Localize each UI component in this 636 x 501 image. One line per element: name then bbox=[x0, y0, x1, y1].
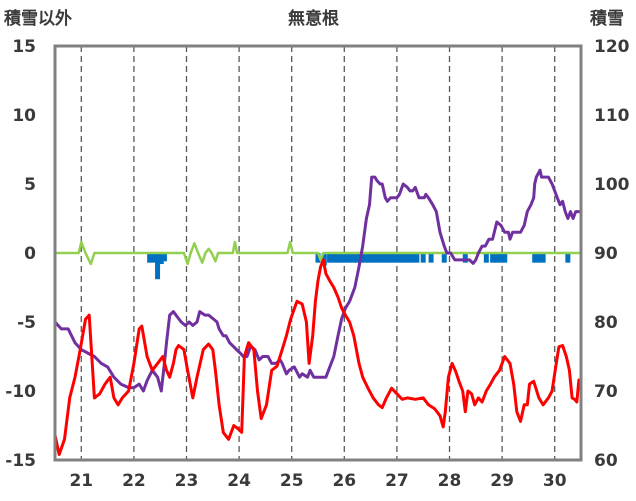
snow-bar bbox=[490, 253, 496, 263]
x-tick-label: 29 bbox=[490, 471, 514, 491]
snow-bar bbox=[374, 253, 380, 263]
snow-bar bbox=[386, 253, 392, 263]
left-tick-label: 10 bbox=[12, 106, 36, 126]
right-tick-label: 60 bbox=[594, 451, 618, 471]
snow-bar bbox=[161, 253, 167, 262]
left-tick-label: -15 bbox=[5, 451, 36, 471]
snow-bar bbox=[351, 253, 357, 263]
snow-bar bbox=[420, 253, 426, 263]
snow-bar bbox=[339, 253, 345, 263]
right-tick-label: 110 bbox=[594, 106, 630, 126]
x-tick-label: 25 bbox=[280, 471, 304, 491]
snow-bar bbox=[335, 253, 341, 263]
snow-bar bbox=[428, 253, 434, 263]
left-axis-title: 積雪以外 bbox=[4, 9, 72, 29]
x-tick-label: 23 bbox=[175, 471, 199, 491]
red-series-line bbox=[53, 258, 581, 456]
x-tick-label: 21 bbox=[69, 471, 93, 491]
plot-frame bbox=[53, 44, 583, 462]
x-tick-label: 27 bbox=[385, 471, 409, 491]
snow-bar bbox=[402, 253, 408, 263]
snow-bar bbox=[462, 253, 468, 263]
x-tick-label: 24 bbox=[227, 471, 251, 491]
snow-bar bbox=[483, 253, 489, 263]
right-axis-title: 積雪 bbox=[590, 9, 624, 29]
purple-series-line bbox=[53, 168, 581, 393]
left-tick-label: 0 bbox=[24, 244, 36, 264]
x-tick-label: 30 bbox=[543, 471, 567, 491]
chart-title: 無意根 bbox=[288, 9, 339, 29]
right-tick-label: 90 bbox=[594, 244, 618, 264]
snow-bar bbox=[532, 253, 538, 263]
snow-bar bbox=[347, 253, 353, 263]
snow-bar bbox=[394, 253, 400, 263]
snow-bar bbox=[410, 253, 416, 263]
snow-bar bbox=[540, 253, 546, 263]
snow-bar bbox=[327, 253, 333, 263]
right-tick-label: 120 bbox=[594, 37, 630, 57]
snow-bar bbox=[362, 253, 368, 263]
snow-bar bbox=[354, 253, 360, 263]
snow-bar bbox=[367, 253, 373, 263]
snow-bar bbox=[414, 253, 420, 263]
right-tick-label: 70 bbox=[594, 382, 618, 402]
left-tick-label: 15 bbox=[12, 37, 36, 57]
snow-bar bbox=[398, 253, 404, 263]
snow-bar bbox=[441, 253, 447, 263]
snow-bar bbox=[370, 253, 376, 263]
x-tick-label: 22 bbox=[122, 471, 146, 491]
left-tick-label: -5 bbox=[17, 313, 36, 333]
snow-bar bbox=[151, 253, 157, 263]
snow-bar bbox=[405, 253, 411, 263]
snow-bar bbox=[390, 253, 396, 263]
x-tick-label: 26 bbox=[332, 471, 356, 491]
snow-bar bbox=[331, 253, 337, 263]
left-tick-label: 5 bbox=[24, 175, 36, 195]
snow-bar bbox=[155, 253, 161, 280]
x-tick-label: 28 bbox=[438, 471, 462, 491]
snow-bar bbox=[382, 253, 388, 263]
snow-bar bbox=[494, 253, 500, 263]
snow-bar bbox=[536, 253, 542, 263]
left-tick-label: -10 bbox=[5, 382, 36, 402]
snow-bar bbox=[502, 253, 508, 263]
snow-bar bbox=[158, 253, 164, 265]
snow-bar bbox=[342, 253, 348, 263]
green-series-line bbox=[53, 240, 583, 266]
right-tick-label: 80 bbox=[594, 313, 618, 333]
right-tick-label: 100 bbox=[594, 175, 630, 195]
snow-bar bbox=[498, 253, 504, 263]
snow-bar bbox=[315, 253, 321, 263]
snow-bar bbox=[147, 253, 153, 263]
snow-bar bbox=[378, 253, 384, 263]
snow-bar bbox=[565, 253, 571, 263]
